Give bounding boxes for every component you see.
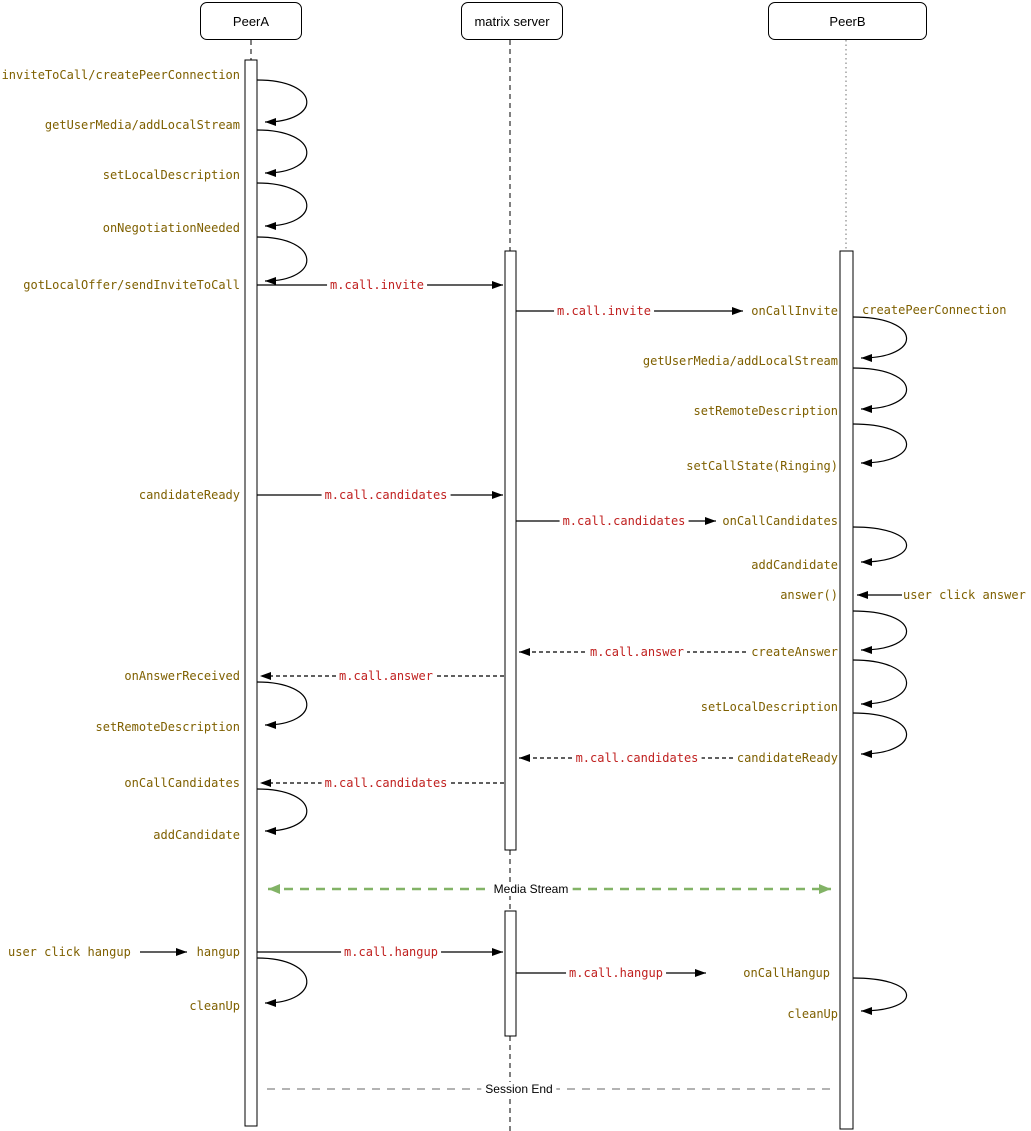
peer-b-event-set-local-description: setLocalDescription: [700, 700, 838, 714]
peer-a-event-invite-to-call: inviteToCall/createPeerConnection: [1, 68, 240, 82]
message-label-m-call-invite-a: m.call.invite: [327, 278, 427, 292]
loop-get-user-media-a: [256, 129, 308, 177]
peer-a-event-candidate-ready: candidateReady: [138, 488, 240, 502]
message-label-m-call-answer-a: m.call.answer: [336, 669, 436, 683]
actor-peer-b: PeerB: [768, 2, 927, 40]
message-label-m-call-candidates-a2: m.call.candidates: [321, 776, 451, 790]
loop-set-local-description-b: [852, 659, 908, 708]
peer-b-event-create-answer: createAnswer: [751, 645, 838, 659]
peer-b-event-clean-up: cleanUp: [787, 1007, 838, 1021]
session-end-label: Session End: [481, 1082, 557, 1096]
peer-a-event-set-local-description: setLocalDescription: [102, 168, 240, 182]
media-stream-label: Media Stream: [489, 882, 573, 896]
loop-on-answer-received-a: [256, 681, 308, 729]
actor-peer-a: PeerA: [200, 2, 302, 40]
peer-a-event-on-negotiation-needed: onNegotiationNeeded: [102, 221, 240, 235]
peer-b-event-create-peer-connection: createPeerConnection: [862, 303, 1007, 317]
peer-b-event-on-call-invite: onCallInvite: [751, 304, 838, 318]
loop-set-local-description-a: [256, 182, 308, 230]
loop-hangup-cleanup-a: [256, 957, 308, 1007]
peer-a-event-clean-up: cleanUp: [189, 999, 240, 1013]
server-hangup-activation-bar: [504, 910, 517, 1037]
peer-b-event-set-remote-description: setRemoteDescription: [693, 404, 839, 418]
peer-b-event-answer: answer(): [780, 588, 838, 602]
peer-b-event-get-user-media: getUserMedia/addLocalStream: [642, 354, 838, 368]
peer-a-event-on-call-candidates: onCallCandidates: [124, 776, 240, 790]
message-label-m-call-candidates-b2: m.call.candidates: [572, 751, 702, 765]
peer-a-event-add-candidate: addCandidate: [153, 828, 240, 842]
peer-b-event-candidate-ready: candidateReady: [736, 751, 838, 765]
loop-on-negotiation-needed-a: [256, 236, 308, 285]
peer-a-event-hangup: hangup: [196, 945, 240, 959]
loop-candidate-ready-b: [852, 712, 908, 758]
loop-create-answer-b: [852, 610, 908, 654]
loop-get-user-media-b: [852, 367, 908, 413]
peer-a-event-on-answer-received: onAnswerReceived: [124, 669, 240, 683]
peer-a-activation-bar: [244, 59, 258, 1127]
loop-add-candidate-b: [852, 526, 908, 566]
message-label-m-call-hangup-a: m.call.hangup: [341, 945, 441, 959]
peer-a-event-got-local-offer: gotLocalOffer/sendInviteToCall: [23, 278, 240, 292]
peer-b-event-user-click-answer: user click answer: [903, 588, 1026, 602]
peer-b-activation-bar: [839, 250, 854, 1130]
loop-create-peer-connection-b: [852, 316, 908, 362]
message-label-m-call-invite-b: m.call.invite: [554, 304, 654, 318]
loop-create-peer-connection-a: [256, 79, 308, 126]
peer-b-event-on-call-candidates: onCallCandidates: [722, 514, 838, 528]
message-label-m-call-hangup-b: m.call.hangup: [566, 966, 666, 980]
peer-a-event-set-remote-description: setRemoteDescription: [95, 720, 241, 734]
server-activation-bar: [504, 250, 517, 851]
peer-a-event-get-user-media: getUserMedia/addLocalStream: [44, 118, 240, 132]
message-label-m-call-candidates-b: m.call.candidates: [559, 514, 689, 528]
loop-on-call-hangup-b: [852, 977, 908, 1015]
message-label-m-call-answer-b: m.call.answer: [587, 645, 687, 659]
message-label-m-call-candidates-a: m.call.candidates: [321, 488, 451, 502]
peer-b-event-add-candidate: addCandidate: [751, 558, 838, 572]
loop-on-call-candidates-a: [256, 788, 308, 835]
loop-set-call-state-b: [852, 423, 908, 467]
peer-a-event-user-click-hangup: user click hangup: [8, 945, 131, 959]
actor-matrix-server: matrix server: [461, 2, 563, 40]
peer-b-event-set-call-state: setCallState(Ringing): [686, 459, 838, 473]
peer-b-event-on-call-hangup: onCallHangup: [743, 966, 830, 980]
